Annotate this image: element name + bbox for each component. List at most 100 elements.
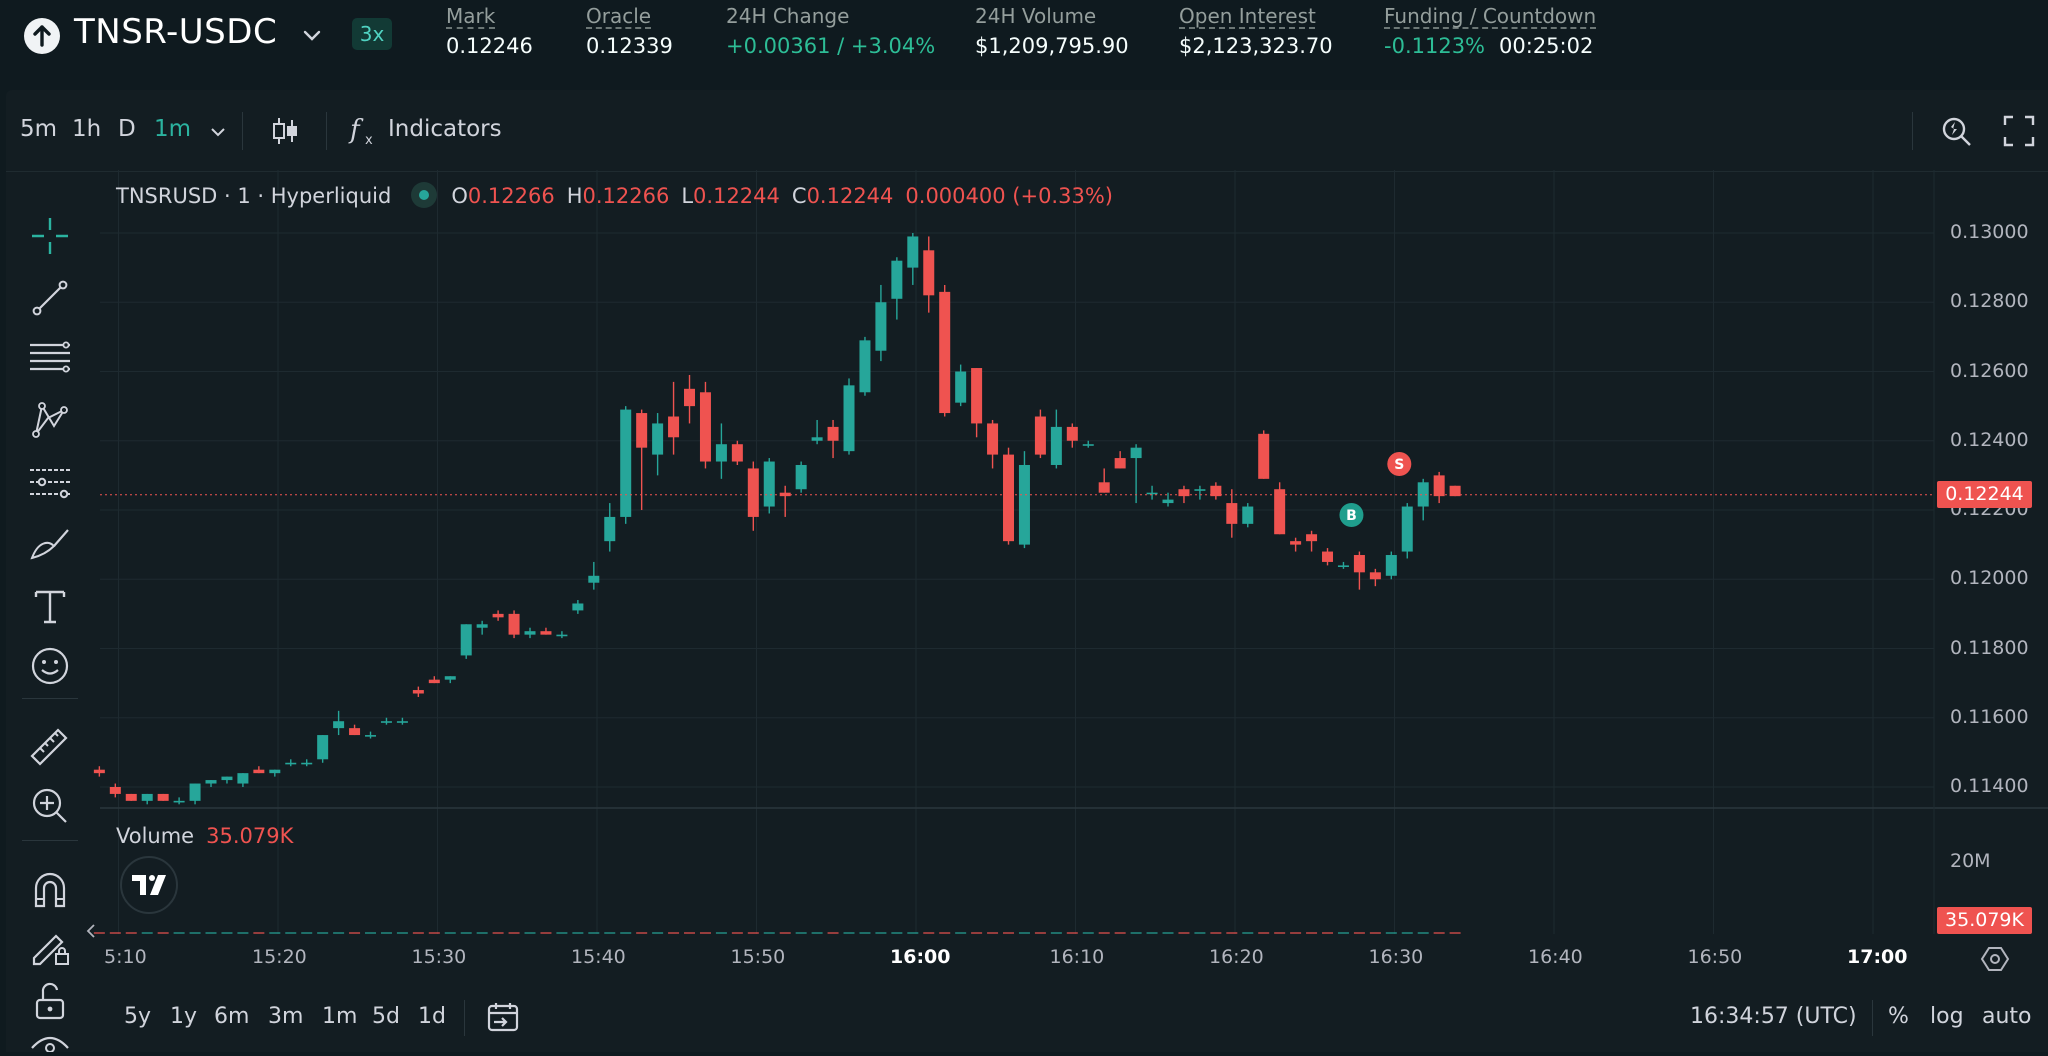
range-1m[interactable]: 1m (322, 1004, 358, 1029)
ruler-icon[interactable] (28, 724, 72, 768)
time-tick-label: 17:00 (1847, 946, 1908, 968)
symbol-name[interactable]: TNSRUSD · 1 · Hyperliquid (116, 184, 392, 208)
stat-open-interest: Open Interest $2,123,323.70 (1179, 4, 1333, 58)
price-tick-label: 0.11800 (1950, 636, 2029, 659)
divider (242, 112, 243, 150)
current-price-tag: 0.12244 (1937, 481, 2032, 508)
divider (464, 1000, 465, 1036)
brush-icon[interactable] (28, 522, 72, 566)
fullscreen-icon[interactable] (2000, 112, 2038, 150)
volume-scale-label: 20M (1950, 850, 1991, 872)
range-6m[interactable]: 6m (214, 1004, 250, 1029)
eye-icon[interactable] (28, 1024, 72, 1052)
divider (1912, 112, 1913, 150)
quick-search-icon[interactable] (1938, 112, 1976, 150)
range-1d[interactable]: 1d (418, 1004, 446, 1029)
bottom-bar: 5y 1y 6m 3m 1m 5d 1d 16:34:57 (UTC) % lo… (96, 994, 2042, 1052)
change-value: 0.000400 (+0.33%) (905, 184, 1113, 208)
timeframe-d[interactable]: D (118, 116, 136, 142)
crosshair-icon[interactable] (28, 214, 72, 258)
svg-text:x: x (365, 133, 373, 148)
chevron-down-icon[interactable] (298, 22, 326, 50)
range-1y[interactable]: 1y (170, 1004, 198, 1029)
chart-top-toolbar: 5m 1h D 1m f x Indicators (6, 90, 2048, 172)
chart-panel: 5m 1h D 1m f x Indicators (6, 90, 2048, 1052)
emoji-icon[interactable] (28, 644, 72, 688)
timeframe-5m[interactable]: 5m (20, 116, 58, 142)
high-value: 0.12266 (582, 184, 670, 208)
tradingview-logo-icon[interactable] (120, 856, 178, 914)
volume-value: 35.079K (206, 824, 294, 848)
stat-label: 24H Volume (975, 4, 1097, 28)
range-5d[interactable]: 5d (372, 1004, 400, 1029)
stat-value: $2,123,323.70 (1179, 34, 1333, 58)
stat-mark: Mark 0.12246 (446, 4, 533, 58)
price-tick-label: 0.12400 (1950, 428, 2029, 451)
open-value: 0.12266 (467, 184, 555, 208)
prediction-icon[interactable] (28, 460, 72, 504)
candles-icon[interactable] (268, 114, 302, 148)
pattern-icon[interactable] (28, 398, 72, 442)
close-label: C (791, 184, 807, 208)
time-tick-label: 5:10 (104, 946, 147, 968)
time-tick-label: 15:40 (571, 946, 626, 968)
stat-oracle: Oracle 0.12339 (586, 4, 673, 58)
time-tick-label: 16:20 (1209, 946, 1264, 968)
stat-value: $1,209,795.90 (975, 34, 1129, 58)
svg-text:f: f (348, 115, 364, 145)
settings-icon[interactable] (1980, 946, 2010, 972)
time-tick-label: 16:30 (1368, 946, 1424, 968)
function-icon[interactable]: f x (348, 114, 382, 148)
close-value: 0.12244 (806, 184, 894, 208)
zoom-in-icon[interactable] (28, 784, 72, 828)
open-label: O (451, 184, 468, 208)
utc-clock[interactable]: 16:34:57 (UTC) (1690, 1004, 1857, 1029)
log-toggle[interactable]: log (1930, 1004, 1964, 1029)
stat-label: Open Interest (1179, 4, 1316, 28)
stat-label: Funding / Countdown (1384, 4, 1597, 28)
stat-value: +0.00361 / +3.04% (726, 34, 936, 58)
price-tick-label: 0.11400 (1950, 775, 2029, 797)
market-header: TNSR-USDC 3x Mark 0.12246 Oracle 0.12339… (0, 0, 2048, 86)
divider (326, 112, 327, 150)
volume-label[interactable]: Volume (116, 824, 195, 848)
magnet-icon[interactable] (28, 868, 72, 912)
divider (22, 698, 78, 699)
low-label: L (681, 184, 694, 208)
trend-line-icon[interactable] (28, 276, 72, 320)
drawing-toolbar (6, 172, 96, 1052)
unlock-icon[interactable] (28, 978, 72, 1022)
chevron-left-icon[interactable] (84, 922, 98, 940)
funding-countdown: 00:25:02 (1499, 34, 1594, 58)
price-tick-label: 0.13000 (1950, 221, 2029, 243)
timeframe-1h[interactable]: 1h (72, 116, 102, 142)
chevron-down-icon[interactable] (206, 120, 230, 144)
tensor-logo-icon (24, 18, 60, 54)
timeframe-1m[interactable]: 1m (154, 116, 192, 142)
percent-toggle[interactable]: % (1888, 1004, 1909, 1029)
go-to-date-icon[interactable] (486, 1000, 520, 1034)
stat-value: 0.12246 (446, 34, 533, 58)
lock-drawing-icon[interactable] (28, 924, 72, 968)
stat-value: 0.12339 (586, 34, 673, 58)
time-tick-label: 16:50 (1687, 946, 1743, 968)
range-5y[interactable]: 5y (124, 1004, 152, 1029)
time-tick-label: 15:30 (411, 946, 467, 968)
symbol-legend: TNSRUSD · 1 · Hyperliquid O0.12266 H0.1226… (116, 182, 1113, 208)
time-tick-label: 16:10 (1049, 946, 1105, 968)
text-tool-icon[interactable] (28, 584, 72, 628)
stat-label: 24H Change (726, 4, 850, 28)
stat-funding: Funding / Countdown -0.1123% 00:25:02 (1384, 4, 1596, 58)
indicators-button[interactable]: Indicators (388, 116, 502, 142)
pair-selector-label[interactable]: TNSR-USDC (74, 12, 278, 52)
auto-toggle[interactable]: auto (1982, 1004, 2032, 1029)
horizontal-lines-icon[interactable] (28, 336, 72, 380)
time-tick-label: 16:00 (890, 946, 951, 968)
stat-24h-change: 24H Change +0.00361 / +3.04% (726, 4, 935, 58)
range-3m[interactable]: 3m (268, 1004, 304, 1029)
time-tick-label: 16:40 (1528, 946, 1583, 968)
divider (22, 840, 78, 841)
stat-label: Mark (446, 4, 496, 28)
leverage-badge[interactable]: 3x (352, 18, 392, 50)
low-value: 0.12244 (693, 184, 780, 208)
